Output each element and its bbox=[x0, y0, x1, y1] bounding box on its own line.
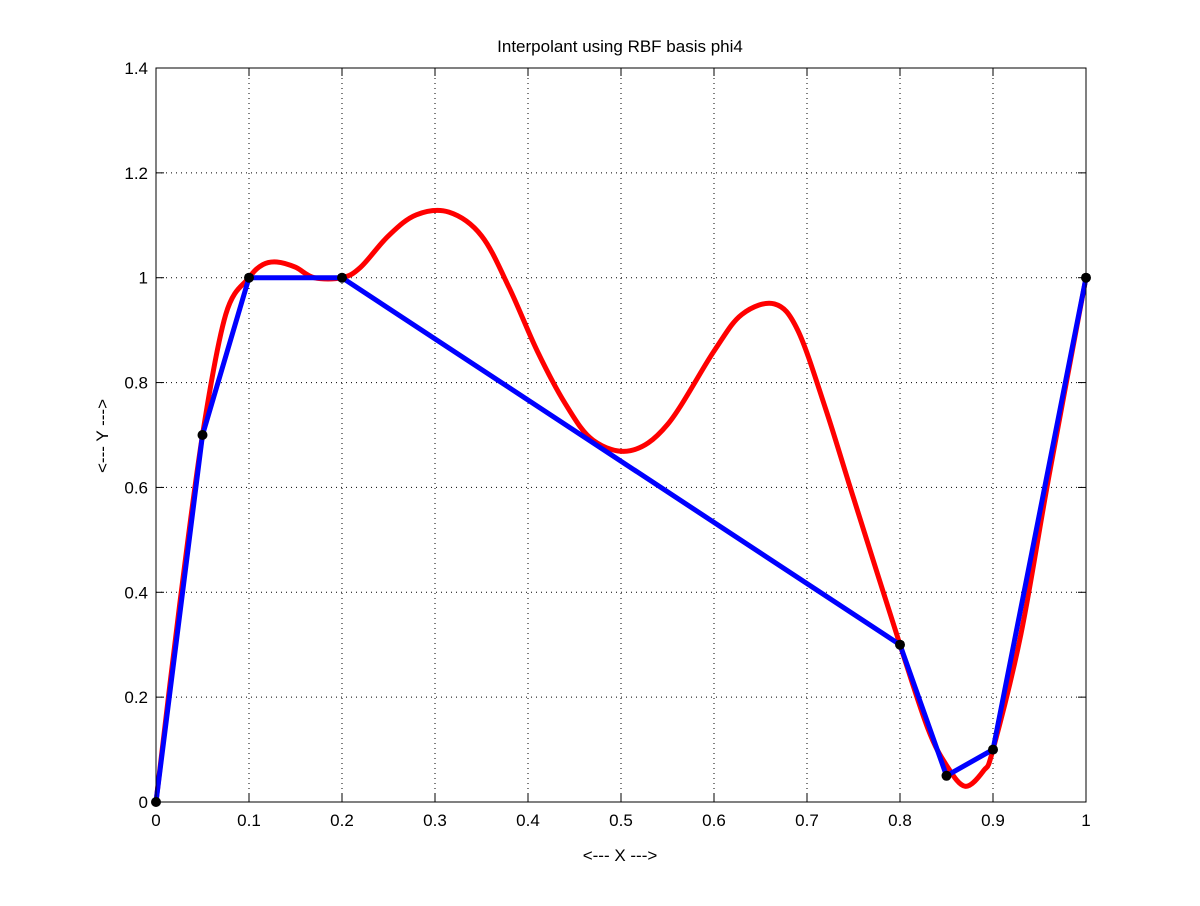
data-point-marker bbox=[988, 744, 998, 755]
data-point-marker bbox=[197, 430, 208, 440]
x-tick-label: 0.7 bbox=[795, 811, 819, 830]
y-tick-label: 0.2 bbox=[124, 688, 148, 707]
series-layer bbox=[153, 207, 1089, 805]
y-tick-label: 0 bbox=[139, 793, 148, 812]
data-point-marker bbox=[895, 639, 905, 650]
tick-layer: 0 0.1 0.2 0.3 0.4 0.5 0.6 0.7 0.8 0.9 1 0 0.2 0.4 0.6 0… bbox=[124, 59, 1090, 830]
x-tick-label: 0.2 bbox=[330, 811, 354, 830]
x-tick-label: 0.4 bbox=[516, 811, 540, 830]
y-tick-label: 0.8 bbox=[124, 374, 148, 393]
x-axis-label: <--- X ---> bbox=[583, 846, 658, 865]
series-line-1 bbox=[153, 275, 1089, 805]
x-tick-label: 0.3 bbox=[423, 811, 447, 830]
y-axis-label: <--- Y ---> bbox=[93, 399, 112, 473]
chart-title: Interpolant using RBF basis phi4 bbox=[497, 37, 743, 56]
y-tick-label: 1.4 bbox=[124, 59, 148, 78]
data-point-marker bbox=[941, 770, 952, 781]
x-tick-label: 0.5 bbox=[609, 811, 633, 830]
x-tick-label: 0.1 bbox=[237, 811, 261, 830]
data-point-marker bbox=[337, 272, 347, 283]
x-tick-label: 0.6 bbox=[702, 811, 726, 830]
y-tick-label: 1.2 bbox=[124, 164, 148, 183]
x-tick-label: 0.9 bbox=[981, 811, 1005, 830]
x-tick-label: 1 bbox=[1081, 811, 1090, 830]
y-tick-label: 0.6 bbox=[124, 478, 148, 497]
marker-layer bbox=[151, 272, 1091, 807]
x-tick-label: 0 bbox=[151, 811, 160, 830]
plot-area bbox=[156, 68, 1086, 802]
x-tick-label: 0.8 bbox=[888, 811, 912, 830]
y-tick-label: 0.4 bbox=[124, 583, 148, 602]
data-point-marker bbox=[244, 272, 254, 283]
y-tick-label: 1 bbox=[139, 269, 148, 288]
